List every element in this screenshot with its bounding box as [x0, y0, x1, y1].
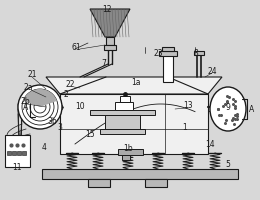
Bar — [120, 97, 130, 102]
Text: 7: 7 — [102, 58, 106, 67]
Bar — [17, 151, 21, 155]
Bar — [12, 151, 16, 155]
Bar — [115, 102, 133, 110]
Ellipse shape — [18, 86, 62, 129]
Bar — [42, 169, 238, 179]
Text: 9: 9 — [226, 103, 230, 112]
Text: 2: 2 — [64, 90, 68, 99]
Text: 4: 4 — [42, 143, 47, 152]
Text: 21: 21 — [27, 70, 37, 79]
Text: 22: 22 — [65, 80, 75, 89]
Polygon shape — [46, 78, 222, 95]
Text: 2b: 2b — [20, 97, 30, 106]
Text: A: A — [23, 103, 29, 112]
Text: 1b: 1b — [123, 144, 133, 153]
Bar — [90, 110, 155, 115]
Bar — [22, 151, 26, 155]
Text: 12: 12 — [102, 4, 112, 13]
Bar — [122, 155, 130, 160]
Bar — [194, 52, 204, 56]
Bar — [145, 179, 167, 187]
Text: 2a: 2a — [23, 83, 33, 92]
Bar — [162, 48, 174, 52]
Bar — [118, 149, 143, 155]
Text: 1: 1 — [183, 123, 187, 132]
Ellipse shape — [210, 88, 246, 131]
Text: 24: 24 — [207, 67, 217, 76]
Bar — [5, 135, 30, 167]
Text: A: A — [249, 105, 255, 114]
Text: 11: 11 — [12, 163, 22, 172]
Bar — [100, 129, 145, 134]
Bar — [105, 115, 140, 129]
Bar — [7, 151, 11, 155]
Text: 10: 10 — [75, 102, 85, 111]
Text: 3b: 3b — [47, 117, 57, 126]
Bar — [106, 38, 114, 46]
Polygon shape — [90, 10, 130, 38]
Bar — [88, 179, 110, 187]
Text: 61: 61 — [71, 42, 81, 51]
Text: 15: 15 — [85, 130, 95, 139]
Bar — [60, 95, 208, 154]
Text: 8: 8 — [194, 48, 198, 57]
Text: 23: 23 — [153, 48, 163, 57]
Bar — [159, 52, 177, 57]
Text: 1a: 1a — [131, 78, 141, 87]
Text: 5: 5 — [226, 160, 230, 169]
Wedge shape — [23, 90, 57, 107]
Text: 3: 3 — [57, 123, 62, 132]
Bar — [104, 46, 116, 51]
Bar — [163, 55, 173, 83]
Text: 14: 14 — [205, 140, 215, 149]
Text: 13: 13 — [183, 101, 193, 110]
